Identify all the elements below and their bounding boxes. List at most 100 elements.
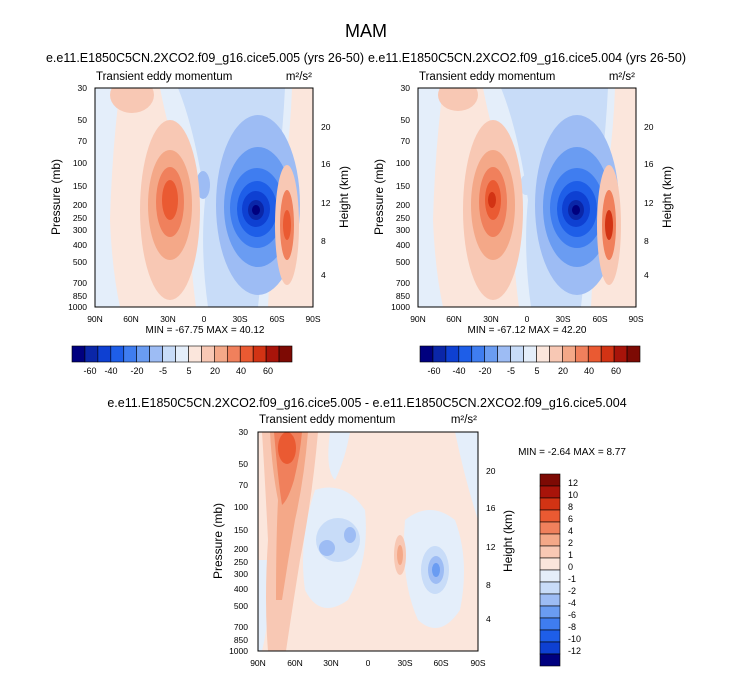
panel-diff-ylabel: Pressure (mb) [211, 503, 225, 579]
p1-ytick-200: 200 [73, 200, 87, 210]
p1-xtick-90N: 90N [87, 314, 103, 324]
p3-xtick-30S: 30S [397, 658, 412, 668]
panel-diff-ylabel-right: Height (km) [501, 510, 515, 572]
cb2-swatch-11 [562, 345, 576, 363]
p3-htick-4: 4 [486, 614, 491, 624]
p3-htick-20: 20 [486, 466, 496, 476]
cb1-swatch-5 [136, 345, 150, 363]
panel-2-frame [417, 87, 637, 308]
panel-diff-units: m²/s² [451, 414, 477, 426]
panel-1-blue-region-left [95, 88, 120, 307]
panel-diff-pos-30s-2 [397, 545, 403, 565]
cb2-swatch-6 [497, 345, 511, 363]
p3-xtick-90S: 90S [470, 658, 485, 668]
panel-2-title: e.e11.E1850C5CN.2XCO2.f09_g16.cice5.004 … [368, 51, 686, 65]
p2-ytick-200: 200 [396, 200, 410, 210]
p2-ytick-150: 150 [396, 181, 410, 191]
panel-2-colorbar-labels: -60 -40 -20 -5 5 20 40 60 [427, 366, 621, 376]
cb3-swatch-5 [539, 533, 561, 547]
cb1-swatch-3 [110, 345, 125, 363]
panel-2-pos-upper [438, 88, 478, 111]
panel-1-ylabel: Pressure (mb) [49, 159, 63, 235]
p2-ytick-700: 700 [396, 278, 410, 288]
cb1-swatch-7 [162, 345, 176, 363]
panel-diff-colorbar [539, 473, 561, 667]
p1-ytick-500: 500 [73, 257, 87, 267]
p3-xtick-0: 0 [366, 658, 371, 668]
panel-2-right-ticks: 20 16 12 8 4 [644, 122, 654, 280]
cb3-swatch-15 [539, 653, 561, 667]
p2-cb-label-neg60: -60 [427, 366, 440, 376]
p2-htick-12: 12 [644, 198, 654, 208]
p1-xtick-60S: 60S [269, 314, 284, 324]
cb2-swatch-8 [523, 345, 537, 363]
cb3-swatch-13 [539, 629, 561, 643]
panel-1-pos-south-core [283, 210, 291, 240]
panel-1-colorbar-labels: -60 -40 -20 -5 5 20 40 60 [83, 366, 273, 376]
p3-cb-label-neg2: -2 [568, 586, 576, 596]
p1-xtick-0: 0 [202, 314, 207, 324]
panel-2-neg-core [572, 205, 580, 215]
cb2-swatch-13 [587, 345, 602, 363]
panel-1: e.e11.E1850C5CN.2XCO2.f09_g16.cice5.005 … [46, 51, 364, 376]
p3-xtick-60S: 60S [433, 658, 448, 668]
p2-htick-20: 20 [644, 122, 654, 132]
panel-diff-blue-region-3 [328, 432, 350, 480]
p1-cb-label-40: 40 [236, 366, 246, 376]
p1-ytick-150: 150 [73, 181, 87, 191]
p1-htick-16: 16 [321, 159, 331, 169]
p1-htick-4: 4 [321, 270, 326, 280]
cb1-swatch-14 [252, 345, 267, 363]
p2-cb-label-20: 20 [558, 366, 568, 376]
p1-xtick-30S: 30S [232, 314, 247, 324]
cb2-swatch-12 [574, 345, 589, 363]
p3-ytick-850: 850 [234, 635, 248, 645]
p2-ytick-250: 250 [396, 213, 410, 223]
p1-ytick-70: 70 [78, 136, 88, 146]
p3-htick-16: 16 [486, 503, 496, 513]
p3-cb-label-neg1: -1 [568, 574, 576, 584]
panel-diff-pos-core [278, 432, 296, 464]
cb2-swatch-0 [419, 345, 434, 363]
cb2-swatch-4 [471, 345, 486, 363]
p3-xtick-90N: 90N [250, 658, 266, 668]
p3-xtick-30N: 30N [323, 658, 339, 668]
p2-ytick-500: 500 [396, 257, 410, 267]
p2-cb-label-neg20: -20 [478, 366, 491, 376]
p2-ytick-50: 50 [401, 115, 411, 125]
p3-ytick-300: 300 [234, 569, 248, 579]
cb2-swatch-5 [484, 345, 498, 363]
panel-1-plot-area [95, 88, 313, 307]
cb2-swatch-3 [458, 345, 473, 363]
panel-1-title: e.e11.E1850C5CN.2XCO2.f09_g16.cice5.005 … [46, 51, 364, 65]
p2-ytick-1000: 1000 [391, 302, 410, 312]
p3-htick-8: 8 [486, 580, 491, 590]
cb3-swatch-10 [539, 593, 561, 607]
p2-xtick-30N: 30N [483, 314, 499, 324]
panel-2-plot-area [418, 88, 636, 307]
p1-ytick-100: 100 [73, 158, 87, 168]
panel-diff: e.e11.E1850C5CN.2XCO2.f09_g16.cice5.005 … [107, 396, 626, 668]
panel-1-units: m²/s² [286, 71, 312, 83]
p3-cb-label-neg4: -4 [568, 598, 576, 608]
p2-xtick-60S: 60S [592, 314, 607, 324]
cb3-swatch-1 [539, 485, 561, 499]
p1-cb-label-neg5: -5 [159, 366, 167, 376]
p1-ytick-50: 50 [78, 115, 88, 125]
cb3-swatch-8 [539, 569, 561, 583]
p3-xtick-60N: 60N [287, 658, 303, 668]
p1-htick-12: 12 [321, 198, 331, 208]
panel-1-neg-core [252, 205, 260, 215]
panel-2-left-label: Transient eddy momentum [419, 71, 555, 83]
p3-ytick-400: 400 [234, 584, 248, 594]
cb2-swatch-9 [536, 345, 550, 363]
p3-ytick-700: 700 [234, 622, 248, 632]
cb3-swatch-12 [539, 617, 561, 631]
p3-cb-label-6: 6 [568, 514, 573, 524]
panel-1-x-ticks: 90N 60N 30N 0 30S 60S 90S [87, 314, 321, 324]
cb1-swatch-16 [278, 345, 293, 363]
panel-2-pos-core [488, 192, 496, 208]
p1-ytick-250: 250 [73, 213, 87, 223]
panel-diff-neg-2 [319, 540, 335, 556]
